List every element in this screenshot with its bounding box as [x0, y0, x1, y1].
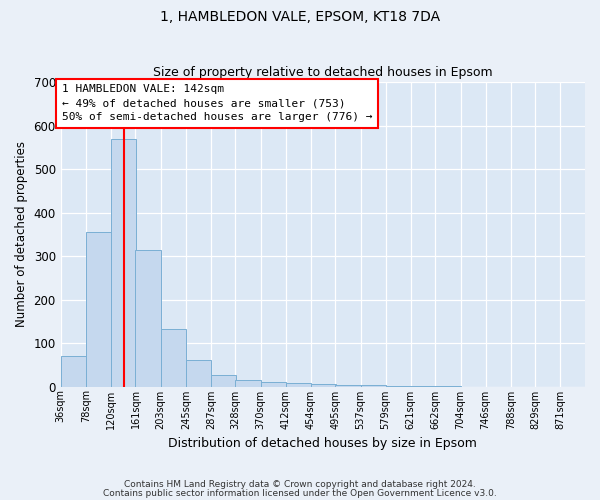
Title: Size of property relative to detached houses in Epsom: Size of property relative to detached ho…: [153, 66, 493, 80]
Text: 1 HAMBLEDON VALE: 142sqm
← 49% of detached houses are smaller (753)
50% of semi-: 1 HAMBLEDON VALE: 142sqm ← 49% of detach…: [62, 84, 373, 122]
Bar: [361, 385, 386, 386]
Y-axis label: Number of detached properties: Number of detached properties: [15, 142, 28, 328]
Bar: [286, 383, 311, 386]
Bar: [335, 385, 361, 386]
Bar: [211, 375, 236, 386]
Bar: [260, 382, 286, 386]
Bar: [111, 140, 136, 386]
Bar: [186, 360, 211, 386]
Bar: [311, 384, 336, 386]
Text: 1, HAMBLEDON VALE, EPSOM, KT18 7DA: 1, HAMBLEDON VALE, EPSOM, KT18 7DA: [160, 10, 440, 24]
X-axis label: Distribution of detached houses by size in Epsom: Distribution of detached houses by size …: [169, 437, 477, 450]
Bar: [86, 232, 111, 386]
Text: Contains public sector information licensed under the Open Government Licence v3: Contains public sector information licen…: [103, 488, 497, 498]
Bar: [235, 380, 260, 386]
Bar: [61, 356, 86, 386]
Bar: [161, 328, 186, 386]
Bar: [136, 250, 161, 386]
Text: Contains HM Land Registry data © Crown copyright and database right 2024.: Contains HM Land Registry data © Crown c…: [124, 480, 476, 489]
